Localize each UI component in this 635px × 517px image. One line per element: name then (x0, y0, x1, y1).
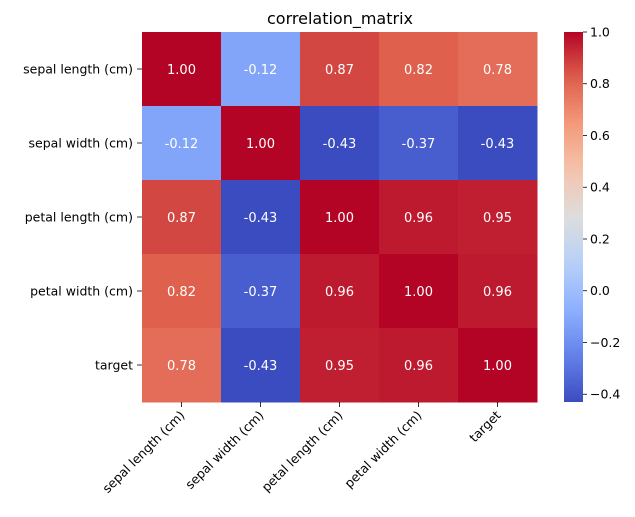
cell-value-label: 0.96 (404, 359, 433, 374)
heatmap-cell (221, 106, 301, 181)
heatmap-cell (379, 32, 459, 107)
heatmap-cell (142, 328, 222, 403)
cell-value-label: 1.00 (404, 285, 433, 300)
cell-value-label: 0.95 (325, 359, 354, 374)
cell-value-label: -0.43 (244, 359, 278, 374)
y-tick-label: sepal width (cm) (29, 136, 133, 151)
heatmap-cell (379, 254, 459, 329)
heatmap-cell (458, 32, 538, 107)
cell-value-label: -0.43 (244, 211, 278, 226)
heatmap-cell (142, 106, 222, 181)
heatmap-cell (221, 328, 301, 403)
colorbar-tick-label: 0.8 (590, 76, 610, 91)
heatmap-cell (221, 180, 301, 255)
cell-value-label: -0.43 (481, 137, 515, 152)
colorbar-tick-label: −0.4 (590, 387, 620, 402)
y-tick-labels: sepal length (cm) sepal width (cm) petal l… (23, 62, 142, 373)
heatmap-cell (300, 254, 380, 329)
cell-value-label: 0.96 (483, 285, 512, 300)
heatmap-cell (300, 180, 380, 255)
cell-value-label: 0.96 (404, 211, 433, 226)
colorbar-tick-label: 0.0 (590, 283, 610, 298)
heatmap-cell (458, 328, 538, 403)
x-tick-labels: sepal length (cm)sepal width (cm)petal l… (99, 402, 504, 496)
heatmap-cell (142, 32, 222, 107)
heatmap-cell (458, 106, 538, 181)
heatmap-cell (300, 32, 380, 107)
cell-value-label: -0.12 (244, 63, 278, 78)
colorbar: 1.0 0.8 0.6 0.4 0.2 0.0 −0.2 −0.4 (564, 25, 620, 402)
heatmap-cell (221, 254, 301, 329)
cell-value-label: 0.82 (404, 63, 433, 78)
cell-value-label: 0.96 (325, 285, 354, 300)
heatmap-cell (379, 180, 459, 255)
cell-value-label: 1.00 (483, 359, 512, 374)
cell-value-label: 0.87 (167, 211, 196, 226)
colorbar-tick-label: 0.6 (590, 128, 610, 143)
cell-value-label: 0.87 (325, 63, 354, 78)
cell-value-label: 0.82 (167, 285, 196, 300)
heatmap-cell (300, 328, 380, 403)
cell-value-label: 0.78 (483, 63, 512, 78)
x-tick-label: petal length (cm) (258, 408, 345, 495)
heatmap-cell (221, 32, 301, 107)
x-tick-label: sepal length (cm) (99, 408, 187, 496)
colorbar-tick-label: 0.2 (590, 231, 610, 246)
y-tick-label: petal length (cm) (25, 210, 133, 225)
colorbar-gradient (564, 32, 583, 402)
cell-value-label: 0.78 (167, 359, 196, 374)
heatmap-cells: 1.00 -0.12 0.87 0.82 0.78 -0.12 1.00 -0.43 -0.37… (142, 32, 538, 403)
x-tick-label: target (466, 407, 504, 445)
cell-value-label: -0.37 (244, 285, 278, 300)
heatmap-cell (458, 254, 538, 329)
heatmap-cell (379, 106, 459, 181)
cell-value-label: 0.95 (483, 211, 512, 226)
heatmap-cell (300, 106, 380, 181)
colorbar-tick-label: −0.2 (590, 335, 620, 350)
cell-value-label: 1.00 (167, 63, 196, 78)
y-tick-label: target (95, 358, 133, 373)
colorbar-tick-label: 0.4 (590, 180, 610, 195)
cell-value-label: -0.43 (323, 137, 357, 152)
heatmap-cell (458, 180, 538, 255)
cell-value-label: -0.12 (165, 137, 199, 152)
heatmap-cell (379, 328, 459, 403)
cell-value-label: 1.00 (246, 137, 275, 152)
x-tick-label: sepal width (cm) (182, 408, 266, 492)
cell-value-label: -0.37 (402, 137, 436, 152)
heatmap-cell (142, 180, 222, 255)
y-tick-label: sepal length (cm) (23, 62, 133, 77)
y-tick-label: petal width (cm) (30, 284, 133, 299)
cell-value-label: 1.00 (325, 211, 354, 226)
colorbar-tick-label: 1.0 (590, 25, 610, 40)
chart-title: correlation_matrix (267, 9, 413, 29)
heatmap-cell (142, 254, 222, 329)
x-tick-label: petal width (cm) (341, 408, 424, 491)
